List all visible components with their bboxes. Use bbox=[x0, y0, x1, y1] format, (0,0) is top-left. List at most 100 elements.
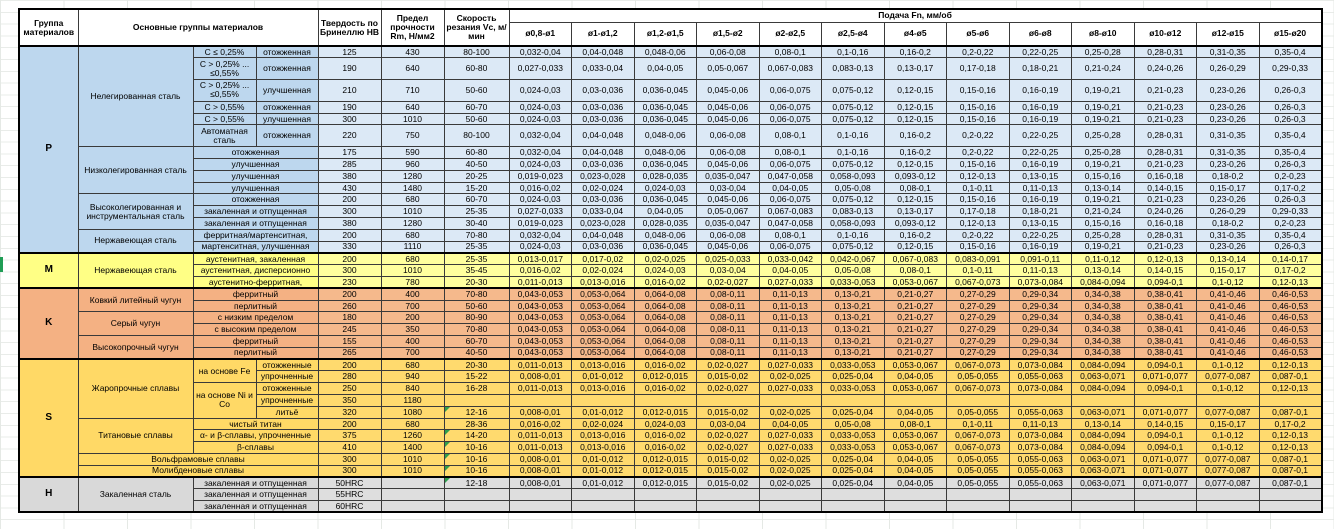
feed-cell[interactable]: 0,11-0,13 bbox=[758, 323, 822, 337]
material-label-cell[interactable]: на основе Fe bbox=[192, 358, 257, 384]
material-label-cell[interactable]: ферритный bbox=[192, 287, 319, 301]
feed-cell[interactable]: 0,084-0,094 bbox=[1071, 382, 1135, 396]
feed-cell[interactable]: 0,083-0,13 bbox=[821, 205, 885, 219]
speed-cell[interactable]: 20-25 bbox=[443, 169, 510, 183]
feed-cell[interactable]: 0,011-0,013 bbox=[508, 429, 572, 443]
material-label-cell[interactable]: закаленная и отпущенная bbox=[192, 476, 319, 490]
feed-cell[interactable] bbox=[758, 488, 822, 502]
feed-cell[interactable]: 0,23-0,26 bbox=[1196, 79, 1260, 102]
group-letter-cell[interactable]: H bbox=[18, 476, 79, 513]
feed-cell[interactable]: 0,26-0,3 bbox=[1258, 100, 1323, 114]
feed-cell[interactable]: 0,41-0,46 bbox=[1196, 346, 1260, 360]
feed-cell[interactable]: 0,29-0,34 bbox=[1008, 323, 1072, 337]
feed-cell[interactable]: 0,073-0,084 bbox=[1008, 276, 1072, 289]
feed-cell[interactable]: 0,38-0,41 bbox=[1133, 346, 1197, 360]
feed-cell[interactable]: 0,04-0,05 bbox=[883, 370, 947, 384]
material-label-cell[interactable]: отожженные bbox=[255, 358, 319, 372]
material-label-cell[interactable]: чистый титан bbox=[192, 417, 319, 431]
feed-cell[interactable]: 0,025-0,04 bbox=[821, 464, 885, 478]
feed-cell[interactable]: 0,042-0,067 bbox=[821, 251, 885, 266]
feed-cell[interactable]: 0,094-0,1 bbox=[1133, 276, 1197, 289]
feed-cell[interactable]: 0,1-0,12 bbox=[1196, 382, 1260, 396]
feed-cell[interactable]: 0,13-0,21 bbox=[821, 287, 885, 301]
feed-cell[interactable]: 0,028-0,035 bbox=[633, 217, 697, 230]
feed-cell[interactable]: 0,071-0,077 bbox=[1133, 464, 1197, 478]
feed-cell[interactable]: 0,011-0,013 bbox=[508, 382, 572, 396]
col-header-feed-range[interactable]: ø10-ø12 bbox=[1133, 21, 1197, 47]
feed-cell[interactable]: 0,04-0,048 bbox=[571, 146, 635, 160]
hardness-cell[interactable]: 175 bbox=[317, 146, 382, 160]
feed-cell[interactable]: 0,46-0,53 bbox=[1258, 287, 1323, 301]
feed-cell[interactable] bbox=[696, 488, 760, 502]
feed-cell[interactable]: 0,16-0,19 bbox=[1008, 79, 1072, 102]
material-label-cell[interactable]: Высоколегированная и инструментальная ст… bbox=[77, 193, 194, 230]
group-letter-cell[interactable]: S bbox=[18, 358, 79, 478]
speed-cell[interactable]: 60-70 bbox=[443, 335, 510, 348]
feed-cell[interactable]: 0,045-0,06 bbox=[696, 100, 760, 114]
material-label-cell[interactable]: Титановые сплавы bbox=[77, 417, 194, 455]
feed-cell[interactable]: 0,053-0,064 bbox=[571, 311, 635, 325]
feed-cell[interactable]: 0,053-0,064 bbox=[571, 346, 635, 360]
feed-cell[interactable]: 0,075-0,12 bbox=[821, 193, 885, 207]
material-label-cell[interactable]: отожженные bbox=[255, 382, 319, 396]
feed-cell[interactable]: 0,18-0,2 bbox=[1196, 169, 1260, 183]
feed-cell[interactable]: 0,34-0,38 bbox=[1071, 323, 1135, 337]
feed-cell[interactable]: 0,16-0,18 bbox=[1133, 169, 1197, 183]
feed-cell[interactable]: 0,033-0,042 bbox=[758, 251, 822, 266]
speed-cell[interactable]: 60-70 bbox=[443, 100, 510, 114]
feed-cell[interactable]: 0,012-0,015 bbox=[633, 464, 697, 478]
feed-cell[interactable] bbox=[696, 394, 760, 407]
feed-cell[interactable]: 0,27-0,29 bbox=[946, 346, 1010, 360]
hardness-cell[interactable]: 250 bbox=[317, 382, 382, 396]
material-label-cell[interactable]: отожженная bbox=[255, 57, 319, 81]
hardness-cell[interactable]: 320 bbox=[317, 405, 382, 419]
feed-cell[interactable]: 0,06-0,08 bbox=[696, 124, 760, 148]
feed-cell[interactable]: 0,063-0,071 bbox=[1071, 370, 1135, 384]
feed-cell[interactable]: 0,03-0,04 bbox=[696, 264, 760, 278]
feed-cell[interactable]: 0,35-0,4 bbox=[1258, 124, 1323, 148]
feed-cell[interactable]: 0,067-0,073 bbox=[946, 276, 1010, 289]
feed-cell[interactable]: 0,02-0,024 bbox=[571, 417, 635, 431]
feed-cell[interactable]: 0,077-0,087 bbox=[1196, 405, 1260, 419]
feed-cell[interactable]: 0,036-0,045 bbox=[633, 193, 697, 207]
feed-cell[interactable] bbox=[758, 500, 822, 513]
feed-cell[interactable]: 0,12-0,13 bbox=[1258, 441, 1323, 454]
feed-cell[interactable] bbox=[1071, 488, 1135, 502]
strength-cell[interactable]: 1280 bbox=[380, 217, 445, 230]
feed-cell[interactable]: 0,27-0,29 bbox=[946, 287, 1010, 301]
feed-cell[interactable] bbox=[1008, 394, 1072, 407]
feed-cell[interactable]: 0,04-0,05 bbox=[758, 417, 822, 431]
speed-cell[interactable]: 40-50 bbox=[443, 158, 510, 171]
col-header-feed-range[interactable]: ø6-ø8 bbox=[1008, 21, 1072, 47]
feed-cell[interactable]: 0,12-0,15 bbox=[883, 240, 947, 254]
feed-cell[interactable]: 0,013-0,016 bbox=[571, 441, 635, 454]
speed-cell[interactable]: 14-20 bbox=[443, 429, 510, 443]
feed-cell[interactable]: 0,015-0,02 bbox=[696, 370, 760, 384]
feed-cell[interactable]: 0,077-0,087 bbox=[1196, 453, 1260, 466]
feed-cell[interactable]: 0,05-0,08 bbox=[821, 264, 885, 278]
feed-cell[interactable] bbox=[1133, 500, 1197, 513]
feed-cell[interactable]: 0,025-0,033 bbox=[696, 251, 760, 266]
col-header-strength[interactable]: Предел прочности Rm, Н/мм2 bbox=[380, 8, 445, 47]
strength-cell[interactable]: 1010 bbox=[380, 464, 445, 478]
feed-cell[interactable]: 0,087-0,1 bbox=[1258, 476, 1323, 490]
feed-cell[interactable] bbox=[571, 500, 635, 513]
strength-cell[interactable]: 400 bbox=[380, 287, 445, 301]
material-label-cell[interactable]: литьё bbox=[255, 405, 319, 419]
feed-cell[interactable]: 0,41-0,46 bbox=[1196, 323, 1260, 337]
feed-cell[interactable]: 0,02-0,027 bbox=[696, 382, 760, 396]
material-label-cell[interactable]: C > 0,55% bbox=[192, 112, 257, 126]
hardness-cell[interactable]: 200 bbox=[317, 193, 382, 207]
feed-cell[interactable]: 0,41-0,46 bbox=[1196, 287, 1260, 301]
feed-cell[interactable]: 0,016-0,02 bbox=[633, 358, 697, 372]
feed-cell[interactable]: 0,16-0,2 bbox=[883, 45, 947, 59]
col-header-feed-title[interactable]: Подача Fn, мм/об bbox=[508, 8, 1323, 23]
feed-cell[interactable]: 0,28-0,31 bbox=[1133, 146, 1197, 160]
feed-cell[interactable]: 0,02-0,027 bbox=[696, 441, 760, 454]
feed-cell[interactable]: 0,16-0,19 bbox=[1008, 193, 1072, 207]
feed-cell[interactable]: 0,1-0,12 bbox=[1196, 429, 1260, 443]
feed-cell[interactable]: 0,18-0,2 bbox=[1196, 217, 1260, 230]
feed-cell[interactable]: 0,22-0,25 bbox=[1008, 45, 1072, 59]
material-label-cell[interactable]: отожженная bbox=[255, 45, 319, 59]
feed-cell[interactable]: 0,073-0,084 bbox=[1008, 429, 1072, 443]
